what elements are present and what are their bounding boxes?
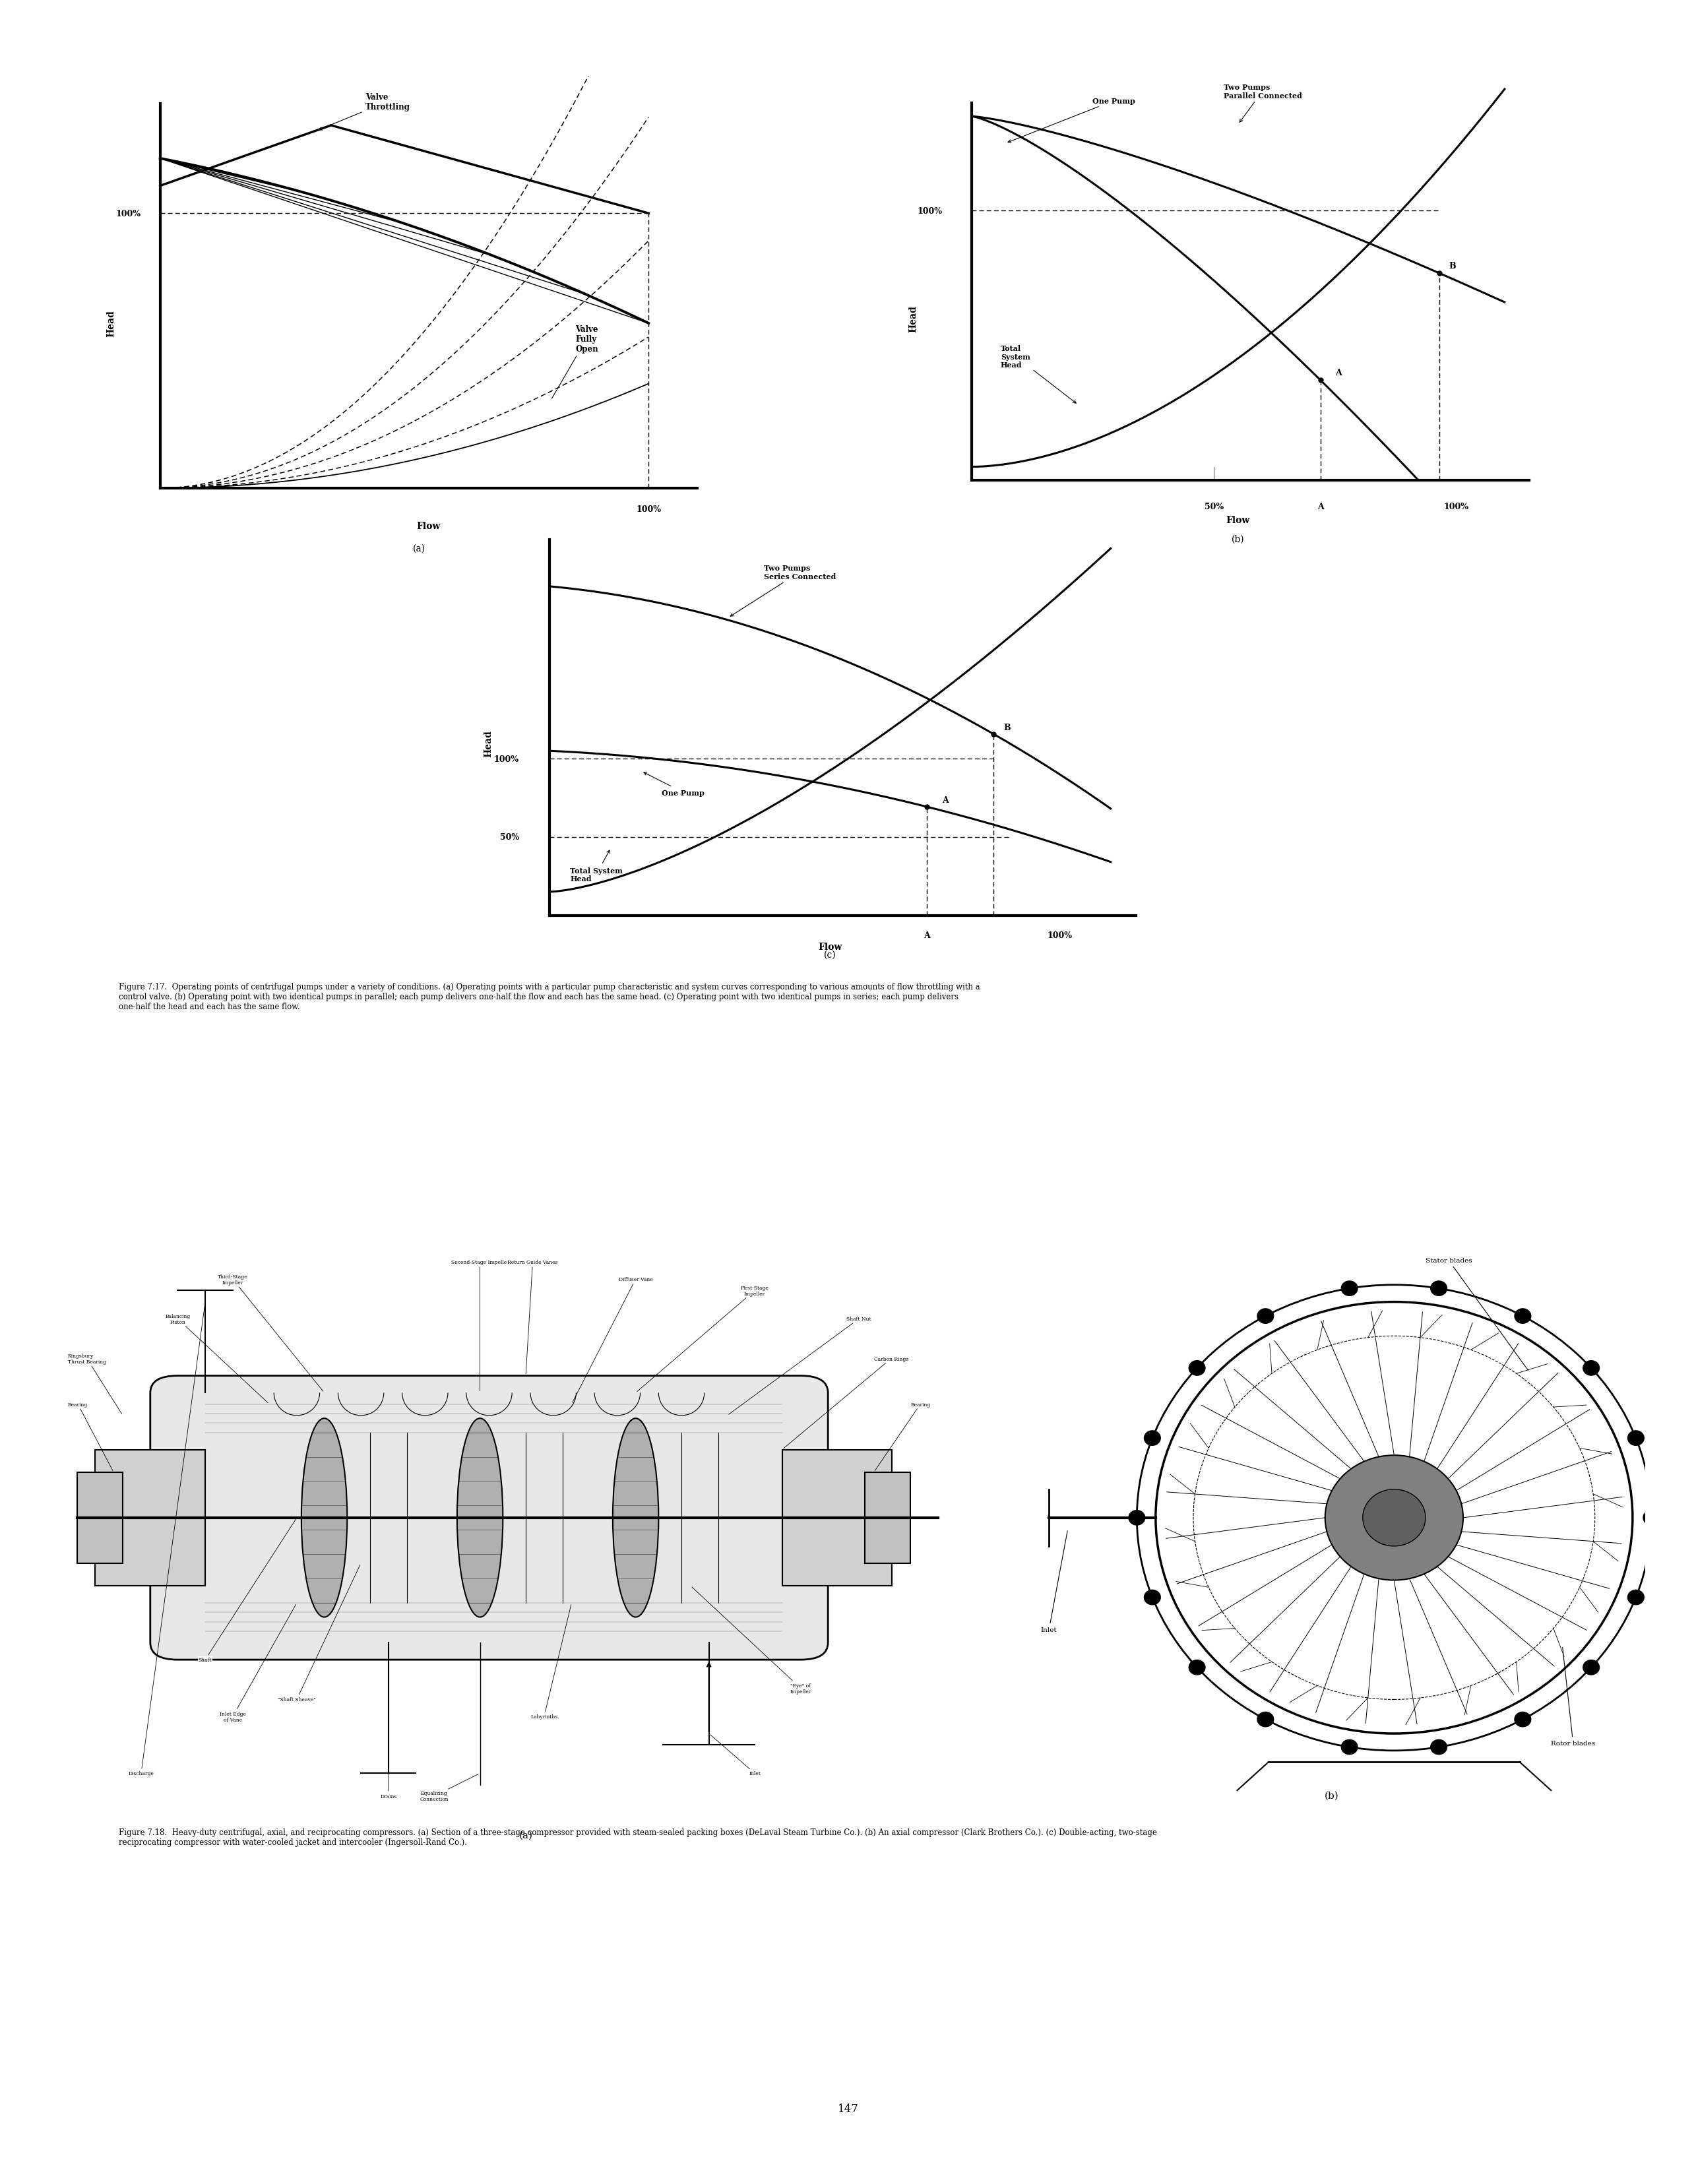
Text: Labyrinths: Labyrinths bbox=[531, 1605, 572, 1719]
Text: 100%: 100% bbox=[918, 207, 943, 216]
FancyBboxPatch shape bbox=[95, 1450, 205, 1586]
Text: B: B bbox=[1448, 262, 1455, 271]
Text: 100%: 100% bbox=[1046, 930, 1072, 939]
Text: Flow: Flow bbox=[817, 941, 843, 952]
Text: 100%: 100% bbox=[636, 505, 661, 513]
Circle shape bbox=[1431, 1741, 1447, 1754]
Circle shape bbox=[1628, 1431, 1643, 1446]
Text: 50%: 50% bbox=[500, 832, 519, 841]
Text: A: A bbox=[924, 930, 931, 939]
Text: Equalizing
Connection: Equalizing Connection bbox=[421, 1773, 478, 1802]
Text: Second-Stage Impeller: Second-Stage Impeller bbox=[451, 1260, 509, 1391]
Text: Rotor blades: Rotor blades bbox=[1552, 1647, 1596, 1747]
Text: A: A bbox=[1318, 502, 1323, 511]
Ellipse shape bbox=[612, 1420, 658, 1616]
Circle shape bbox=[1643, 1511, 1660, 1524]
Circle shape bbox=[1189, 1361, 1206, 1376]
FancyBboxPatch shape bbox=[782, 1450, 892, 1586]
Text: Drains: Drains bbox=[380, 1758, 397, 1800]
Text: Diffuser Vane: Diffuser Vane bbox=[572, 1278, 653, 1402]
Text: Total
System
Head: Total System Head bbox=[1001, 345, 1075, 404]
Text: Discharge: Discharge bbox=[129, 1304, 205, 1776]
Text: Inlet: Inlet bbox=[1041, 1531, 1067, 1634]
Text: Kingsbury
Thrust Bearing: Kingsbury Thrust Bearing bbox=[68, 1354, 122, 1413]
Text: Balancing
Piston: Balancing Piston bbox=[165, 1313, 268, 1402]
Text: "Eye" of
Impeller: "Eye" of Impeller bbox=[692, 1588, 811, 1695]
Text: Two Pumps
Parallel Connected: Two Pumps Parallel Connected bbox=[1223, 83, 1303, 122]
Text: Flow: Flow bbox=[417, 522, 441, 531]
Circle shape bbox=[1257, 1308, 1274, 1324]
Circle shape bbox=[1145, 1431, 1160, 1446]
Text: 100%: 100% bbox=[1443, 502, 1469, 511]
Ellipse shape bbox=[458, 1420, 504, 1616]
Text: Total System
Head: Total System Head bbox=[570, 850, 622, 882]
Text: Figure 7.17.  Operating points of centrifugal pumps under a variety of condition: Figure 7.17. Operating points of centrif… bbox=[119, 983, 980, 1011]
Text: Head: Head bbox=[483, 729, 494, 758]
Text: Inlet Edge
of Vane: Inlet Edge of Vane bbox=[219, 1605, 295, 1723]
Text: B: B bbox=[1004, 723, 1011, 732]
Circle shape bbox=[1628, 1590, 1643, 1605]
Text: Return Guide Vanes: Return Guide Vanes bbox=[507, 1260, 558, 1374]
Circle shape bbox=[1431, 1282, 1447, 1295]
Text: Bearing: Bearing bbox=[68, 1402, 112, 1470]
Circle shape bbox=[1342, 1741, 1357, 1754]
FancyBboxPatch shape bbox=[76, 1472, 122, 1564]
Text: (b): (b) bbox=[1231, 535, 1245, 544]
Text: (a): (a) bbox=[412, 544, 426, 553]
Circle shape bbox=[1515, 1308, 1531, 1324]
Circle shape bbox=[1515, 1712, 1531, 1728]
Text: (c): (c) bbox=[824, 950, 836, 959]
Circle shape bbox=[1145, 1590, 1160, 1605]
Text: Two Pumps
Series Connected: Two Pumps Series Connected bbox=[731, 566, 836, 616]
Circle shape bbox=[1342, 1282, 1357, 1295]
Text: Flow: Flow bbox=[1226, 515, 1250, 524]
Text: One Pump: One Pump bbox=[1007, 98, 1136, 144]
Circle shape bbox=[1582, 1361, 1599, 1376]
Text: Valve
Fully
Open: Valve Fully Open bbox=[551, 325, 599, 400]
Text: A: A bbox=[943, 795, 948, 804]
Text: (a): (a) bbox=[519, 1830, 533, 1839]
Circle shape bbox=[1364, 1489, 1426, 1546]
Text: Bearing: Bearing bbox=[875, 1402, 931, 1472]
Text: 147: 147 bbox=[838, 2103, 858, 2114]
Text: Shaft Nut: Shaft Nut bbox=[729, 1317, 872, 1415]
Text: One Pump: One Pump bbox=[644, 773, 704, 797]
Circle shape bbox=[1189, 1660, 1206, 1675]
Text: Inlet: Inlet bbox=[711, 1734, 760, 1776]
Text: Stator blades: Stator blades bbox=[1425, 1258, 1528, 1372]
Circle shape bbox=[1257, 1712, 1274, 1728]
Text: 100%: 100% bbox=[494, 756, 519, 764]
Text: Head: Head bbox=[909, 306, 918, 332]
Text: First-Stage
Impeller: First-Stage Impeller bbox=[638, 1284, 768, 1391]
Text: Third-Stage
Impeller: Third-Stage Impeller bbox=[217, 1273, 324, 1391]
Text: Figure 7.18.  Heavy-duty centrifugal, axial, and reciprocating compressors. (a) : Figure 7.18. Heavy-duty centrifugal, axi… bbox=[119, 1828, 1157, 1845]
Circle shape bbox=[1325, 1455, 1464, 1581]
Text: Head: Head bbox=[107, 310, 115, 336]
Text: Carbon Rings: Carbon Rings bbox=[784, 1356, 907, 1448]
Ellipse shape bbox=[302, 1420, 348, 1616]
FancyBboxPatch shape bbox=[151, 1376, 828, 1660]
Text: Valve
Throttling: Valve Throttling bbox=[319, 94, 410, 131]
Text: A: A bbox=[1335, 369, 1342, 378]
Text: Shaft: Shaft bbox=[198, 1520, 295, 1662]
Text: "Shaft Sheave": "Shaft Sheave" bbox=[278, 1566, 360, 1701]
Circle shape bbox=[1582, 1660, 1599, 1675]
FancyBboxPatch shape bbox=[865, 1472, 911, 1564]
Text: 100%: 100% bbox=[115, 210, 141, 218]
Text: (b): (b) bbox=[1325, 1791, 1338, 1800]
Text: 50%: 50% bbox=[1204, 502, 1223, 511]
Circle shape bbox=[1128, 1511, 1145, 1524]
